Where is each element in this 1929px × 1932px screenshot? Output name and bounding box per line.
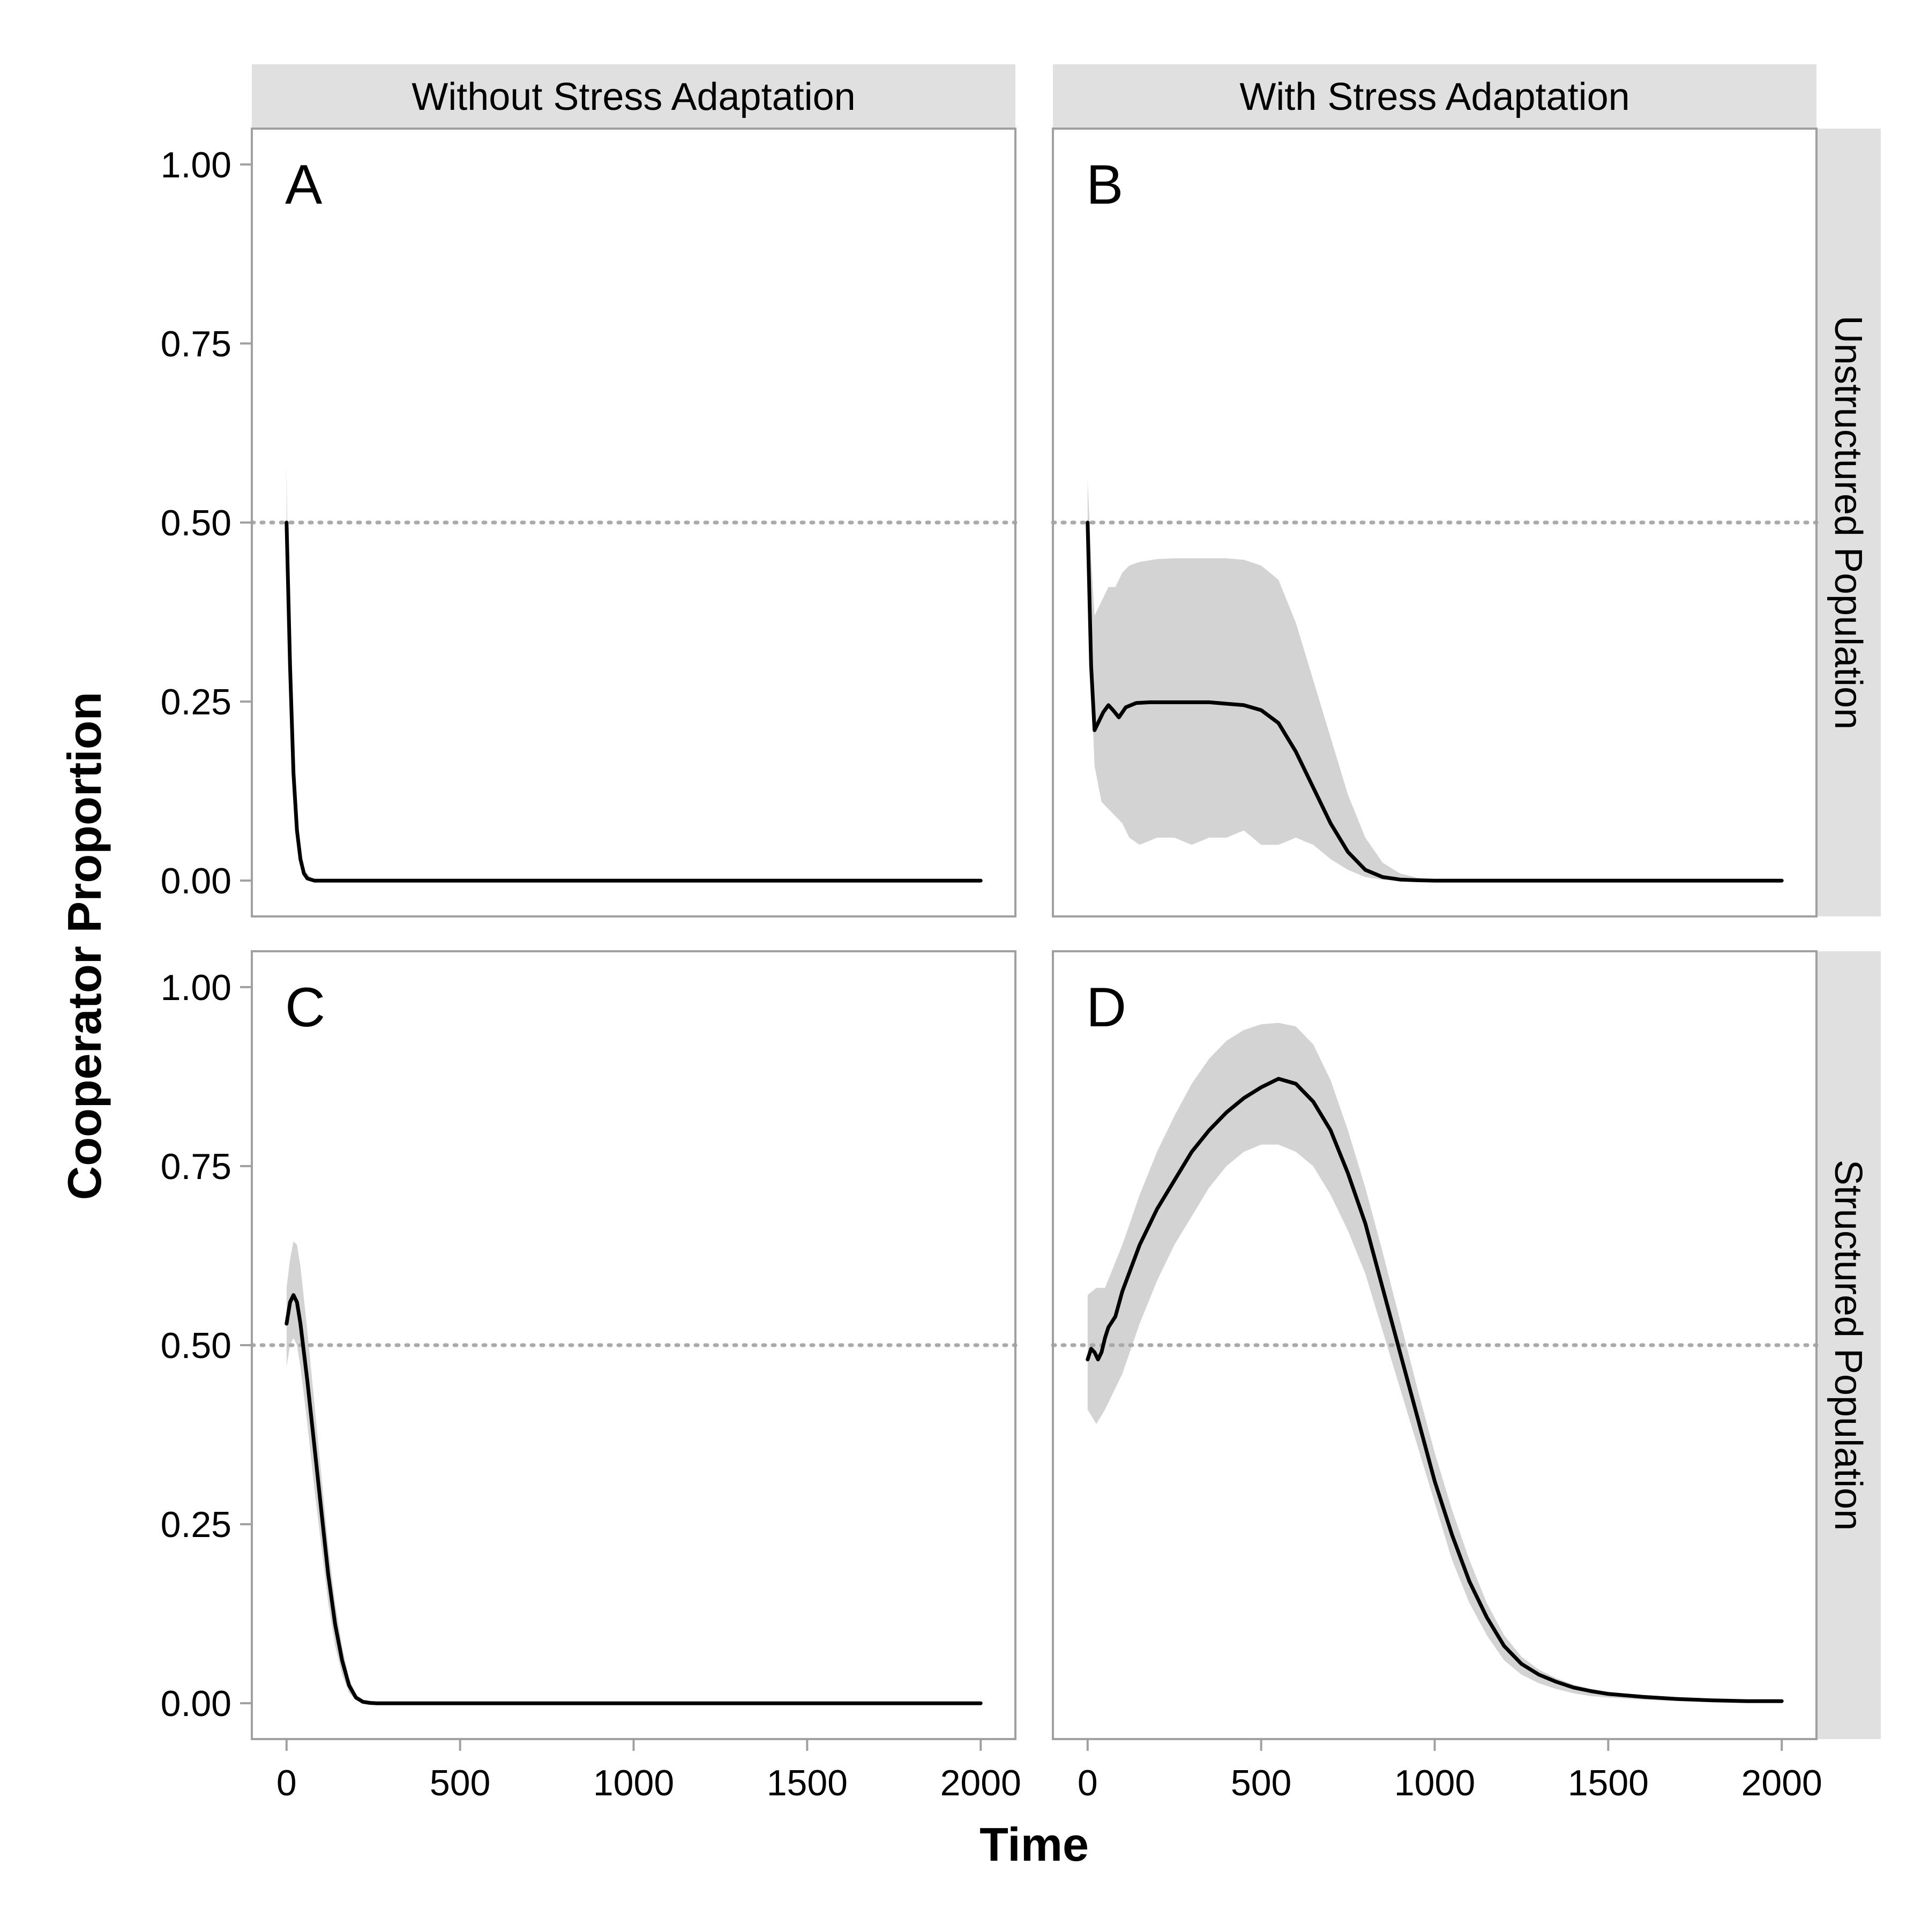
y-tick-label: 1.00	[161, 967, 231, 1008]
x-tick-label: 2000	[1741, 1763, 1822, 1803]
row-strip	[1816, 951, 1881, 1739]
mean-line	[285, 520, 983, 883]
x-tick-label: 1000	[593, 1763, 674, 1803]
mean-line	[1086, 520, 1784, 883]
panel-letter: A	[285, 154, 323, 216]
y-tick-label: 0.00	[161, 861, 231, 901]
panel-letter: B	[1086, 154, 1123, 216]
y-tick-label: 0.00	[161, 1683, 231, 1724]
y-tick-label: 1.00	[161, 145, 231, 185]
facet-panels: A B C D	[250, 128, 1819, 1740]
x-tick-label: 0	[276, 1763, 297, 1803]
panel-d: D	[1051, 950, 1819, 1740]
y-tick-label: 0.75	[161, 1146, 231, 1187]
confidence-ribbon	[1087, 479, 1782, 881]
x-tick-label: 1000	[1394, 1763, 1475, 1803]
panel-b: B	[1051, 128, 1819, 917]
x-tick-label: 0	[1078, 1763, 1098, 1803]
panel-c: C	[250, 950, 1018, 1740]
mean-line	[285, 1293, 983, 1705]
y-tick-label: 0.75	[161, 324, 231, 364]
column-strip-label: With Stress Adaptation	[1239, 76, 1629, 118]
facet-strips: Without Stress Adaptation With Stress Ada…	[252, 64, 1881, 1739]
column-strip-label: Without Stress Adaptation	[412, 76, 855, 118]
panel-a: A	[250, 128, 1018, 917]
row-strip	[1816, 129, 1881, 916]
y-tick-label: 0.50	[161, 1325, 231, 1366]
x-tick-label: 500	[1231, 1763, 1291, 1803]
row-strip-label: Structured Population	[1827, 1160, 1870, 1531]
x-tick-label: 1500	[1568, 1763, 1649, 1803]
column-strip	[1053, 64, 1816, 129]
column-strip	[252, 64, 1015, 129]
y-axis-title: Cooperator Proportion	[58, 692, 111, 1200]
y-tick-label: 0.25	[161, 682, 231, 722]
x-axis-title: Time	[980, 1818, 1089, 1871]
mean-line	[1086, 1077, 1784, 1703]
panel-letter: C	[285, 976, 325, 1039]
x-tick-label: 2000	[940, 1763, 1021, 1803]
axes: 0.00 0.25 0.50 0.75 1.00 0.00 0.25 0.50 0.75 1.00…	[161, 145, 1822, 1803]
x-tick-label: 1500	[767, 1763, 848, 1803]
row-strip-label: Unstructured Population	[1827, 316, 1870, 729]
panel-frame	[1052, 128, 1818, 917]
y-tick-label: 0.50	[161, 503, 231, 543]
y-tick-label: 0.25	[161, 1504, 231, 1545]
x-tick-label: 500	[430, 1763, 490, 1803]
panel-letter: D	[1086, 976, 1126, 1039]
